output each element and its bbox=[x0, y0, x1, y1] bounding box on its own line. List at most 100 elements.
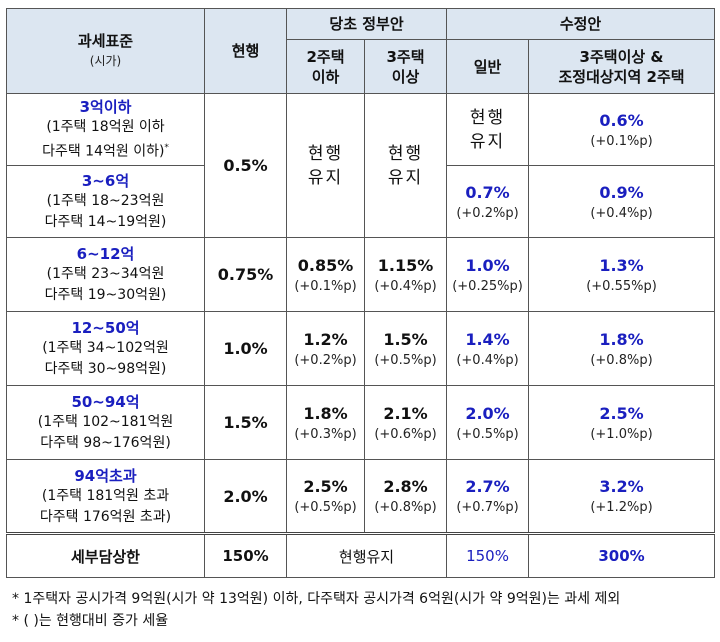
orig2-keep-merged: 현행 유지 bbox=[363, 93, 448, 238]
orig2-diff: (+0.8%p) bbox=[374, 500, 437, 515]
table-row: 12~50억 (1주택 34~102억원 다주택 30~98억원) 1.0% 1… bbox=[6, 311, 716, 386]
cap-rev-general: 150% bbox=[446, 532, 530, 578]
range-desc-1: (1주택 18억원 이하 bbox=[7, 117, 204, 138]
orig1-diff: (+0.3%p) bbox=[294, 426, 357, 442]
rev-general-diff: (+0.2%p) bbox=[456, 205, 519, 221]
header-orig-col1: 2주택 이하 bbox=[286, 39, 365, 94]
rev-multi-cell: 1.3% (+0.55%p) bbox=[528, 237, 716, 312]
rev-general-rate: 0.7% bbox=[465, 182, 510, 202]
current-rate: 0.75% bbox=[204, 237, 287, 312]
orig2-diff: (+0.5%p) bbox=[374, 352, 437, 368]
current-rate: 1.5% bbox=[204, 385, 287, 460]
cap-current: 150% bbox=[204, 532, 287, 578]
cap-label: 세부담상한 bbox=[6, 532, 205, 578]
table-row: 50~94억 (1주택 102~181억원 다주택 98~176억원) 1.5%… bbox=[6, 385, 716, 460]
range-label: 12~50억 bbox=[71, 319, 140, 337]
orig2-rate: 1.5% bbox=[383, 329, 428, 349]
rev-multi-cell: 2.5% (+1.0%p) bbox=[528, 385, 716, 460]
range-desc-1: (1주택 102~181억원 bbox=[37, 414, 174, 430]
footnotes: * 1주택자 공시가격 9억원(시가 약 13억원) 이하, 다주택자 공시가격… bbox=[6, 588, 714, 632]
orig1-rate: 1.2% bbox=[303, 329, 348, 349]
orig1-keep-merged: 현행 유지 bbox=[286, 93, 365, 238]
rev-multi-diff: (+1.0%p) bbox=[590, 426, 653, 442]
table-row: 3~6억 (1주택 18~23억원 다주택 14~19억원) 0.7% (+0.… bbox=[6, 165, 716, 238]
orig2-cell: 2.8% (+0.8%p) bbox=[363, 459, 448, 534]
range-label: 3~6억 bbox=[81, 172, 130, 190]
range-desc-2: 다주택 30~98억원) bbox=[44, 361, 167, 377]
range-desc-1-text: (1주택 18억원 이하 bbox=[46, 119, 165, 136]
rev-general-rate: 2.0% bbox=[465, 403, 510, 423]
header-original-proposal: 당초 정부안 bbox=[285, 8, 448, 40]
table-row: 94억초과 (1주택 181억원 초과 다주택 176억원 초과) 2.0% 2… bbox=[6, 459, 716, 534]
range-cell: 3억이하 (1주택 18억원 이하 다주택 14억원 이하)* bbox=[6, 93, 205, 166]
rev-multi-cell: 1.8% (+0.8%p) bbox=[528, 311, 716, 386]
orig2-rate: 2.1% bbox=[383, 403, 428, 423]
range-cell: 6~12억 (1주택 23~34억원 다주택 19~30억원) bbox=[6, 237, 205, 312]
orig1-cell: 1.2% (+0.2%p) bbox=[286, 311, 365, 386]
table-row: 6~12억 (1주택 23~34억원 다주택 19~30억원) 0.75% 0.… bbox=[6, 237, 716, 312]
header-orig-col2: 3주택 이상 bbox=[363, 39, 448, 94]
range-desc-1: (1주택 23~34억원 bbox=[46, 266, 165, 282]
rev-general-cell: 2.7% (+0.7%p) bbox=[446, 459, 530, 534]
orig1-diff: (+0.2%p) bbox=[294, 352, 357, 368]
rev-general-rate: 2.7% bbox=[465, 477, 510, 496]
current-rate: 1.0% bbox=[204, 311, 287, 386]
table-row: 3억이하 (1주택 18억원 이하 다주택 14억원 이하)* 0.5% 현행 … bbox=[6, 93, 716, 238]
footnote-2: * ( )는 현행대비 증가 세율 bbox=[12, 613, 169, 629]
cap-original: 현행유지 bbox=[285, 532, 448, 578]
range-desc-2: 다주택 19~30억원) bbox=[44, 287, 167, 303]
rev-multi-rate: 1.3% bbox=[599, 255, 644, 275]
range-label: 94억초과 bbox=[74, 466, 137, 485]
rev-multi-rate: 3.2% bbox=[599, 477, 644, 496]
rev-general-rate: 1.0% bbox=[465, 255, 510, 275]
current-rate-merged: 0.5% bbox=[204, 93, 287, 238]
footnote-mark: * bbox=[164, 143, 169, 154]
rev-general-diff: (+0.4%p) bbox=[456, 352, 519, 368]
rev-multi-diff: (+0.55%p) bbox=[586, 278, 657, 294]
orig2-rate: 1.15% bbox=[377, 255, 434, 275]
tax-rate-table: 과세표준 (시가) 현행 당초 정부안 수정안 2주택 이하 3주택 이상 일반… bbox=[6, 8, 716, 578]
rev-general-cell: 2.0% (+0.5%p) bbox=[446, 385, 530, 460]
orig1-cell: 0.85% (+0.1%p) bbox=[286, 237, 365, 312]
range-cell: 50~94억 (1주택 102~181억원 다주택 98~176억원) bbox=[6, 385, 205, 460]
header-revised: 수정안 bbox=[446, 8, 716, 40]
cap-rev-multi: 300% bbox=[528, 532, 716, 578]
rev-multi-cell: 3.2% (+1.2%p) bbox=[528, 459, 716, 534]
range-label: 6~12억 bbox=[76, 245, 135, 263]
orig2-cell: 2.1% (+0.6%p) bbox=[363, 385, 448, 460]
rev-multi-rate: 0.6% bbox=[599, 110, 644, 130]
rev-multi-rate: 0.9% bbox=[599, 182, 644, 202]
range-desc-2: 다주택 14~19억원) bbox=[44, 214, 167, 230]
orig1-diff: (+0.1%p) bbox=[294, 278, 357, 294]
rev-multi-rate: 1.8% bbox=[599, 329, 644, 349]
rev-general-rate: 1.4% bbox=[465, 329, 510, 349]
rev-multi-diff: (+0.4%p) bbox=[590, 205, 653, 221]
header-current: 현행 bbox=[204, 8, 287, 94]
orig1-rate: 1.8% bbox=[303, 403, 348, 423]
header-tax-base: 과세표준 (시가) bbox=[6, 8, 205, 94]
current-rate: 2.0% bbox=[204, 459, 287, 534]
range-label: 50~94억 bbox=[71, 393, 140, 411]
tax-rate-table-container: 과세표준 (시가) 현행 당초 정부안 수정안 2주택 이하 3주택 이상 일반… bbox=[6, 8, 716, 632]
rev-general-cell: 1.4% (+0.4%p) bbox=[446, 311, 530, 386]
orig2-cell: 1.5% (+0.5%p) bbox=[363, 311, 448, 386]
rev-multi-diff: (+0.1%p) bbox=[590, 133, 653, 149]
orig1-diff: (+0.5%p) bbox=[294, 500, 357, 515]
range-desc-1: (1주택 34~102억원 bbox=[42, 340, 169, 356]
orig1-cell: 2.5% (+0.5%p) bbox=[286, 459, 365, 534]
rev-general-diff: (+0.7%p) bbox=[456, 500, 519, 515]
rev-general-cell: 0.7% (+0.2%p) bbox=[446, 165, 530, 238]
rev-multi-cell: 0.9% (+0.4%p) bbox=[528, 165, 716, 238]
range-cell: 94억초과 (1주택 181억원 초과 다주택 176억원 초과) bbox=[6, 459, 205, 534]
range-label: 3억이하 bbox=[79, 98, 132, 117]
range-desc-2: 다주택 14억원 이하)* bbox=[7, 138, 204, 163]
cap-row: 세부담상한 150% 현행유지 150% 300% bbox=[6, 532, 716, 578]
footnote-1: * 1주택자 공시가격 9억원(시가 약 13억원) 이하, 다주택자 공시가격… bbox=[12, 591, 621, 607]
header-tax-base-sub: (시가) bbox=[89, 54, 122, 68]
range-desc-1: (1주택 18~23억원 bbox=[46, 193, 165, 209]
rev-general-diff: (+0.25%p) bbox=[452, 278, 523, 294]
header-rev-col2: 3주택이상 & 조정대상지역 2주택 bbox=[528, 39, 716, 94]
orig1-rate: 0.85% bbox=[297, 255, 354, 275]
orig2-cell: 1.15% (+0.4%p) bbox=[363, 237, 448, 312]
rev-general-keep: 현행 유지 bbox=[446, 93, 530, 166]
